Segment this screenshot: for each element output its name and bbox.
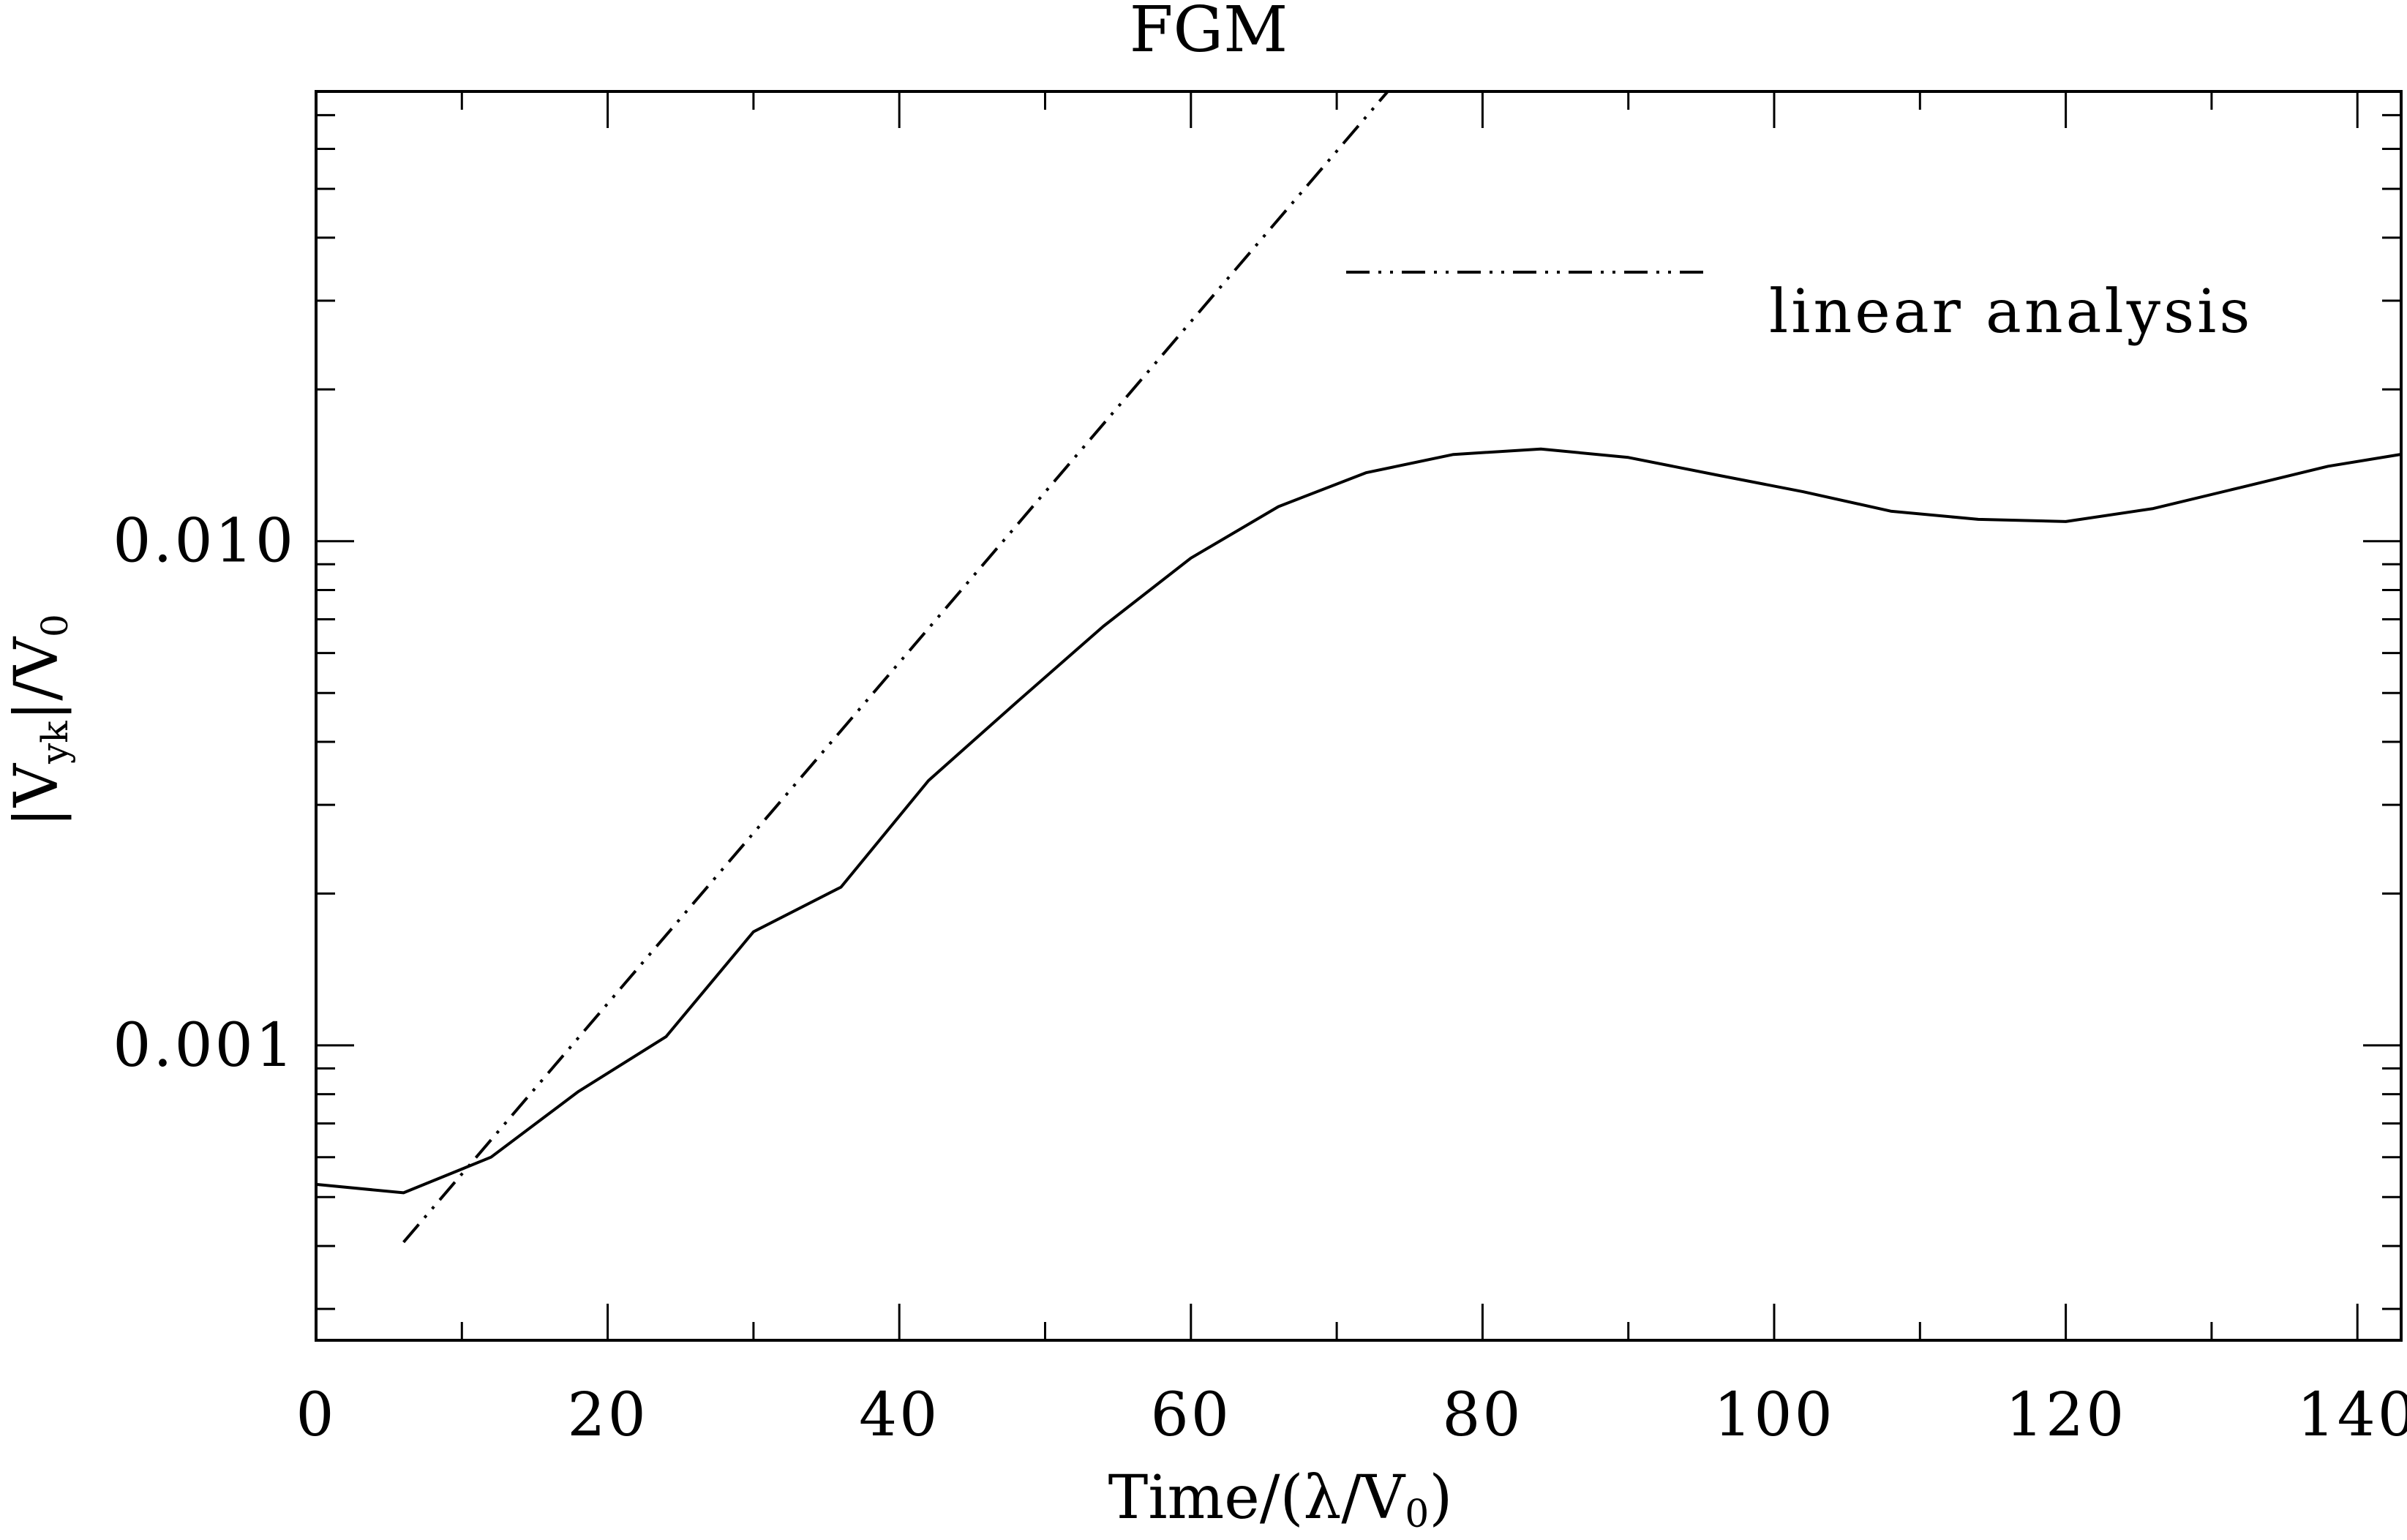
plot-frame xyxy=(315,90,2403,1342)
series-layer xyxy=(315,90,2402,1244)
x-tick-label: 80 xyxy=(1442,1381,1522,1450)
series-line-linear-analysis xyxy=(402,90,1389,1244)
y-axis-ticks: 0.001 0.010 xyxy=(113,113,2401,1310)
x-tick-label: 40 xyxy=(859,1381,939,1450)
legend-label-linear-analysis: linear analysis xyxy=(1769,277,2253,347)
legend: linear analysis xyxy=(1346,271,2253,347)
x-axis-label-main: Time/(λ/V xyxy=(1108,1463,1406,1533)
x-tick-label: 100 xyxy=(1713,1381,1835,1450)
y-axis-label-mid: |/V xyxy=(2,636,72,721)
x-axis-label-subscript: 0 xyxy=(1405,1492,1429,1536)
y-tick-label: 0.010 xyxy=(113,507,296,576)
x-tick-label: 0 xyxy=(296,1381,336,1450)
x-axis-label-tail: ) xyxy=(1429,1463,1452,1533)
x-tick-label: 20 xyxy=(567,1381,647,1450)
x-axis-ticks: 0 20 40 60 80 100 120 140 xyxy=(296,91,2407,1450)
y-axis-label-pre: |V xyxy=(2,762,72,827)
chart-title: FGM xyxy=(1130,0,1288,67)
x-tick-label: 120 xyxy=(2005,1381,2127,1450)
y-axis-label-subscript-2: 0 xyxy=(34,614,76,637)
series-line-simulation xyxy=(315,447,2402,1195)
x-tick-label: 140 xyxy=(2297,1381,2407,1450)
y-axis-label-subscript: yk xyxy=(34,721,76,765)
y-axis-label: |Vyk|/V0 xyxy=(2,614,76,827)
plot-border xyxy=(315,90,2403,1342)
x-axis-label: Time/(λ/V0) xyxy=(1108,1463,1453,1536)
x-tick-label: 60 xyxy=(1151,1381,1231,1450)
y-tick-label: 0.001 xyxy=(113,1011,296,1081)
